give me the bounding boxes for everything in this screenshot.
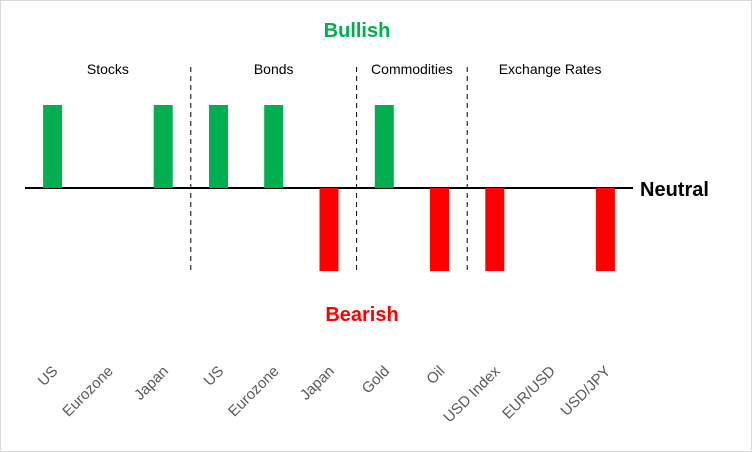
tick-label-0: US xyxy=(35,363,62,390)
bar-6 xyxy=(374,105,394,188)
bar-8 xyxy=(485,188,505,271)
bar-2 xyxy=(153,105,173,188)
bar-3 xyxy=(209,105,228,188)
group-label-2: Commodities xyxy=(371,61,453,77)
group-label-0: Stocks xyxy=(87,61,129,77)
tick-label-5: Japan xyxy=(297,363,338,404)
tick-label-4: Eurozone xyxy=(225,363,282,420)
group-label-3: Exchange Rates xyxy=(499,61,602,77)
group-labels: Stocks Bonds Commodities Exchange Rates xyxy=(87,61,602,77)
tick-label-3: US xyxy=(201,363,228,390)
tick-label-2: Japan xyxy=(131,363,172,404)
bar-7 xyxy=(430,188,449,271)
neutral-label: Neutral xyxy=(640,179,709,201)
group-dividers xyxy=(190,67,468,273)
bar-5 xyxy=(319,188,339,271)
tick-label-9: EUR/USD xyxy=(499,363,559,423)
bullish-label: Bullish xyxy=(324,20,391,42)
tick-label-8: USD Index xyxy=(440,362,504,426)
bar-0 xyxy=(43,105,63,188)
bar-10 xyxy=(595,188,615,271)
bar-4 xyxy=(264,105,284,188)
tick-label-7: Oil xyxy=(423,363,448,388)
bearish-label: Bearish xyxy=(325,304,398,326)
tick-label-10: USD/JPY xyxy=(557,363,614,420)
tick-label-1: Eurozone xyxy=(59,363,116,420)
group-label-1: Bonds xyxy=(254,61,294,77)
bars xyxy=(43,105,615,271)
tick-label-6: Gold xyxy=(359,363,393,397)
